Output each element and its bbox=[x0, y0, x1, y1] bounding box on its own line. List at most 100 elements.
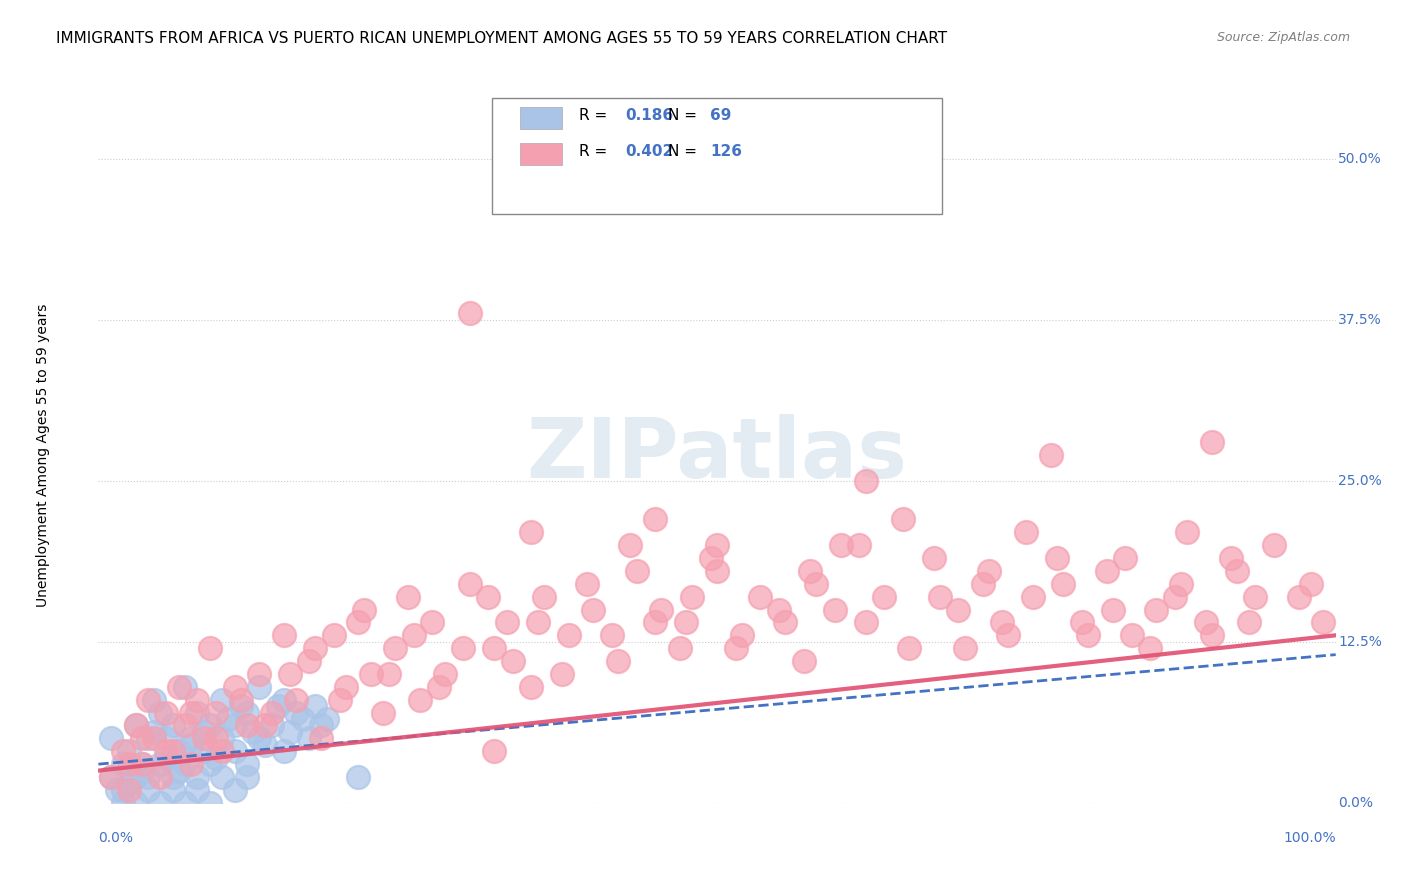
Point bbox=[162, 770, 184, 784]
Text: 0.186: 0.186 bbox=[626, 109, 673, 123]
Point bbox=[304, 641, 326, 656]
Point bbox=[143, 692, 166, 706]
Point bbox=[576, 576, 599, 591]
Point bbox=[186, 770, 208, 784]
Point bbox=[193, 744, 215, 758]
Point bbox=[149, 706, 172, 720]
Point bbox=[112, 796, 135, 810]
Point bbox=[353, 602, 375, 616]
Point bbox=[1237, 615, 1260, 630]
Point bbox=[105, 783, 128, 797]
Point bbox=[773, 615, 796, 630]
Point bbox=[990, 615, 1012, 630]
Text: Unemployment Among Ages 55 to 59 years: Unemployment Among Ages 55 to 59 years bbox=[35, 303, 49, 607]
Point bbox=[453, 641, 475, 656]
Point bbox=[186, 783, 208, 797]
Point bbox=[322, 628, 344, 642]
Point bbox=[347, 770, 370, 784]
Text: 37.5%: 37.5% bbox=[1339, 312, 1382, 326]
Point bbox=[433, 667, 456, 681]
Text: 126: 126 bbox=[710, 145, 742, 159]
Point bbox=[162, 783, 184, 797]
Point bbox=[948, 602, 970, 616]
Point bbox=[236, 706, 259, 720]
Point bbox=[1226, 564, 1249, 578]
Point bbox=[100, 731, 122, 746]
Point bbox=[347, 615, 370, 630]
Point bbox=[273, 692, 295, 706]
Point bbox=[167, 744, 190, 758]
Point bbox=[1021, 590, 1043, 604]
Point bbox=[1102, 602, 1125, 616]
Point bbox=[236, 757, 259, 772]
Text: 50.0%: 50.0% bbox=[1339, 152, 1382, 166]
Point bbox=[804, 576, 827, 591]
Point bbox=[224, 680, 246, 694]
Point bbox=[278, 725, 301, 739]
Point bbox=[891, 512, 914, 526]
Point bbox=[799, 564, 821, 578]
Point bbox=[897, 641, 920, 656]
Point bbox=[198, 641, 221, 656]
Point bbox=[298, 731, 321, 746]
Point bbox=[149, 796, 172, 810]
Point bbox=[136, 731, 159, 746]
Point bbox=[650, 602, 672, 616]
Point bbox=[1201, 435, 1223, 450]
Text: N =: N = bbox=[668, 145, 702, 159]
Point bbox=[131, 757, 153, 772]
Point bbox=[1114, 551, 1136, 566]
Point bbox=[180, 757, 202, 772]
Point bbox=[1288, 590, 1310, 604]
Text: 0.0%: 0.0% bbox=[1339, 796, 1374, 810]
Point bbox=[329, 692, 352, 706]
Point bbox=[706, 564, 728, 578]
Point bbox=[873, 590, 896, 604]
Point bbox=[118, 783, 141, 797]
Text: 12.5%: 12.5% bbox=[1339, 635, 1382, 648]
Point bbox=[427, 680, 450, 694]
Point bbox=[131, 731, 153, 746]
Point bbox=[174, 680, 197, 694]
Text: 0.402: 0.402 bbox=[626, 145, 673, 159]
Point bbox=[997, 628, 1019, 642]
Point bbox=[1244, 590, 1267, 604]
Point bbox=[174, 757, 197, 772]
Point bbox=[477, 590, 499, 604]
Point bbox=[681, 590, 703, 604]
Point bbox=[224, 744, 246, 758]
Point bbox=[384, 641, 406, 656]
Point bbox=[211, 770, 233, 784]
Point bbox=[118, 744, 141, 758]
Point bbox=[112, 744, 135, 758]
Point bbox=[520, 680, 543, 694]
Text: IMMIGRANTS FROM AFRICA VS PUERTO RICAN UNEMPLOYMENT AMONG AGES 55 TO 59 YEARS CO: IMMIGRANTS FROM AFRICA VS PUERTO RICAN U… bbox=[56, 31, 948, 46]
Point bbox=[186, 692, 208, 706]
Point bbox=[371, 706, 394, 720]
Point bbox=[533, 590, 555, 604]
Point bbox=[174, 796, 197, 810]
Point bbox=[855, 615, 877, 630]
Point bbox=[1170, 576, 1192, 591]
Point bbox=[706, 538, 728, 552]
Text: Source: ZipAtlas.com: Source: ZipAtlas.com bbox=[1216, 31, 1350, 45]
Point bbox=[378, 667, 401, 681]
Point bbox=[458, 576, 481, 591]
Point bbox=[236, 718, 259, 732]
Point bbox=[100, 770, 122, 784]
Point bbox=[193, 725, 215, 739]
Point bbox=[247, 667, 270, 681]
Point bbox=[273, 628, 295, 642]
Point bbox=[143, 731, 166, 746]
Point bbox=[162, 718, 184, 732]
Point bbox=[848, 538, 870, 552]
Point bbox=[1052, 576, 1074, 591]
Point bbox=[1139, 641, 1161, 656]
Point bbox=[118, 776, 141, 790]
Point bbox=[582, 602, 605, 616]
Point bbox=[224, 718, 246, 732]
Point bbox=[644, 615, 666, 630]
Point bbox=[495, 615, 517, 630]
Point bbox=[112, 757, 135, 772]
Point bbox=[731, 628, 754, 642]
